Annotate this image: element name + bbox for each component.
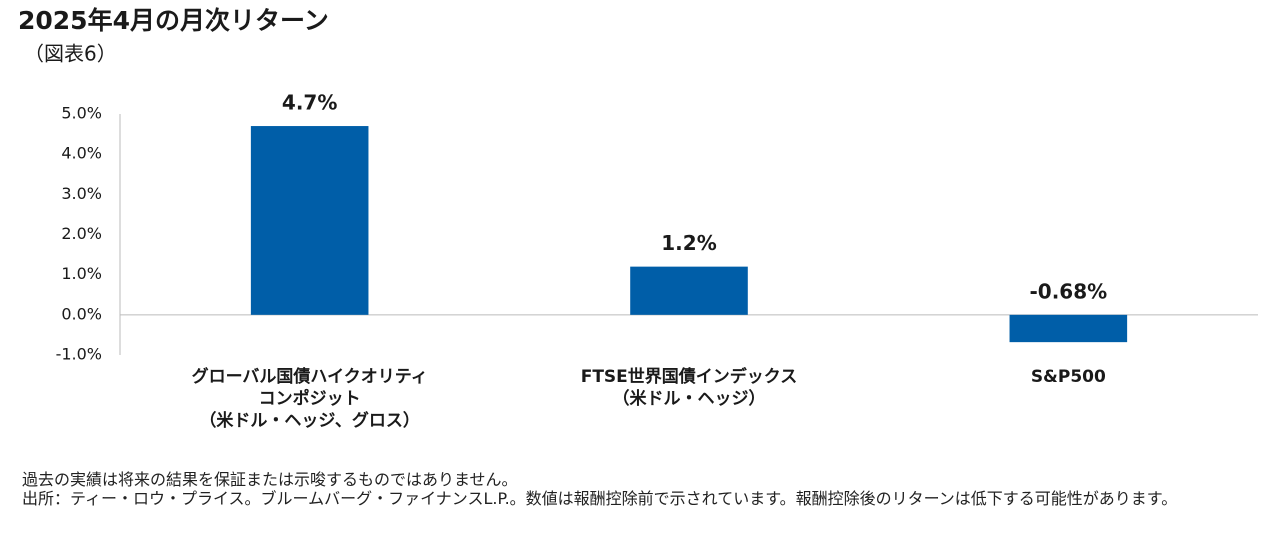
bar	[250, 126, 369, 315]
footnote: 過去の実績は将来の結果を保証または示唆するものではありません。	[22, 470, 518, 489]
footnote: 出所：ティー・ロウ・プライス。ブルームバーグ・ファイナンスL.P.。数値は報酬控…	[22, 489, 1178, 508]
y-tick-label: -1.0%	[56, 345, 102, 364]
bar	[1009, 314, 1128, 343]
x-tick-label: （米ドル・ヘッジ、グロス）	[199, 410, 420, 431]
chart-subtitle: （図表6）	[24, 42, 117, 66]
x-tick-label: （米ドル・ヘッジ）	[613, 388, 766, 409]
x-tick-label: コンポジット	[259, 388, 361, 409]
value-label: 4.7%	[282, 91, 337, 115]
y-tick-label: 2.0%	[61, 224, 102, 243]
bar	[630, 266, 748, 315]
chart-title: 2025年4月の月次リターン	[18, 6, 329, 35]
y-tick-label: 3.0%	[61, 184, 102, 203]
footnotes: 過去の実績は将来の結果を保証または示唆するものではありません。 出所：ティー・ロ…	[22, 470, 1272, 508]
y-tick-label: 0.0%	[61, 304, 102, 323]
y-tick-label: 1.0%	[61, 264, 102, 283]
x-tick-label: FTSE世界国債インデックス	[581, 366, 798, 387]
x-tick-label: S&P500	[1031, 367, 1106, 387]
chart: 2025年4月の月次リターン （図表6） -1.0% 0.0% 1.0% 2.0% 3.…	[18, 6, 1258, 431]
value-label: -0.68%	[1029, 279, 1107, 303]
value-label: 1.2%	[661, 231, 716, 255]
x-tick-label: グローバル国債ハイクオリティ	[192, 366, 428, 387]
y-tick-label: 4.0%	[61, 144, 102, 163]
y-tick-label: 5.0%	[61, 104, 102, 123]
